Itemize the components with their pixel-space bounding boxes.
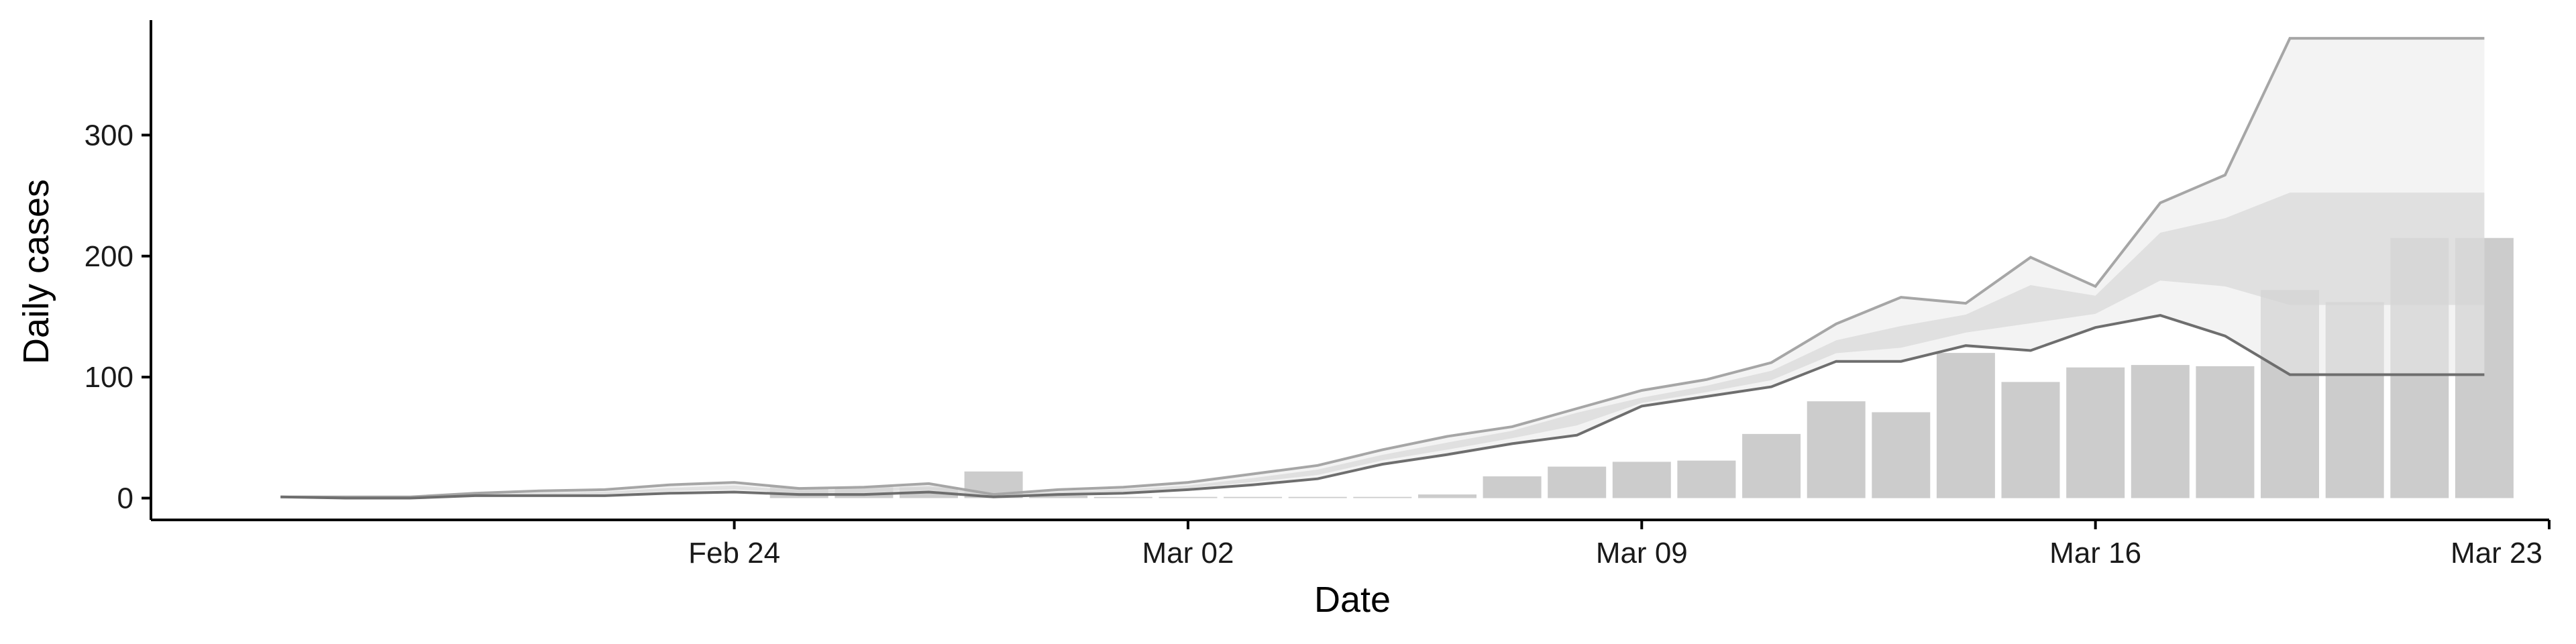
lower-estimate-line: [280, 314, 2485, 500]
bar-2020-03-03: [1224, 496, 1283, 498]
x-tick-label-2020-03-02: Mar 02: [1142, 537, 1234, 570]
bar-2020-03-13: [1872, 412, 1931, 498]
x-tick-label-2020-02-24: Feb 24: [688, 537, 780, 570]
bar-2020-03-04: [1288, 496, 1347, 498]
bar-2020-03-18: [2196, 366, 2255, 498]
x-tick-label-2020-03-23: Mar 23: [2451, 537, 2542, 570]
bar-2020-03-16: [2066, 367, 2125, 498]
x-tick-label-2020-03-16: Mar 16: [2049, 537, 2141, 570]
x-axis-title: Date: [1314, 580, 1391, 620]
bar-2020-03-01: [1093, 496, 1152, 498]
y-tick-label-100: 100: [85, 361, 133, 394]
bar-2020-02-29: [1029, 495, 1088, 498]
x-tick-label-2020-03-09: Mar 09: [1596, 537, 1688, 570]
bar-2020-03-17: [2131, 365, 2190, 498]
bar-2020-03-10: [1677, 460, 1736, 498]
prediction-band-outer: [280, 38, 2485, 498]
line-layer: [280, 37, 2485, 500]
band-layer: [280, 38, 2485, 498]
bar-2020-03-08: [1548, 466, 1607, 498]
bar-2020-03-14: [1936, 353, 1995, 498]
bar-2020-03-11: [1742, 433, 1801, 498]
bar-2020-03-07: [1483, 476, 1542, 498]
bar-2020-03-12: [1807, 401, 1866, 498]
bar-2020-03-09: [1612, 462, 1671, 498]
axes-layer: 0 100 200 300 Feb 24 Mar 02 Mar 09 Mar 16 Mar 23: [85, 20, 2551, 570]
prediction-band-inner: [280, 193, 2485, 498]
y-axis-title: Daily cases: [16, 179, 56, 364]
bar-2020-03-05: [1353, 496, 1412, 498]
bar-2020-03-15: [2001, 382, 2060, 498]
y-tick-label-200: 200: [85, 240, 133, 273]
upper-estimate-line: [280, 37, 2485, 498]
bar-2020-03-06: [1418, 494, 1477, 498]
y-tick-label-300: 300: [85, 119, 133, 152]
y-tick-label-0: 0: [117, 482, 133, 515]
bar-2020-03-02: [1159, 496, 1218, 498]
